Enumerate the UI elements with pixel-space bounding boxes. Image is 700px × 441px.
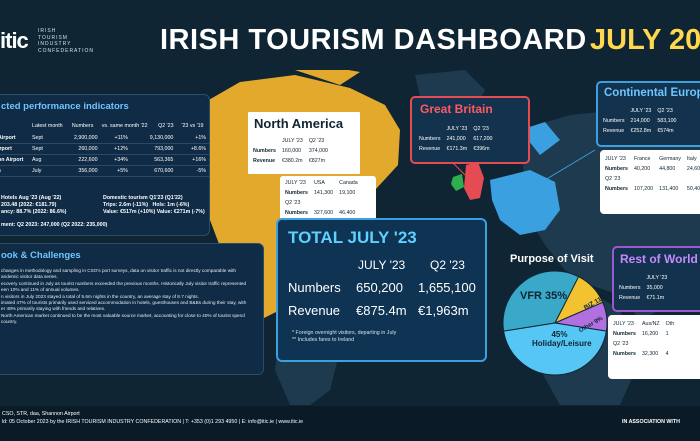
total-notes: * Foreign overnight visitors, departing … <box>292 330 397 343</box>
rest-of-world-title: Rest of World <box>620 252 698 266</box>
purpose-title: Purpose of Visit <box>510 253 594 265</box>
footer: CSO, STR, daa, Shannon Airport ld: 05 Oc… <box>0 406 700 441</box>
total-revenue-q2: €1,963m <box>418 303 469 318</box>
employment: ment: Q2 2023: 247,000 (Q2 2022: 235,000… <box>1 222 108 228</box>
month-title: JULY 2023 <box>590 24 700 56</box>
rest-of-world-card: Rest of World JULY '23 Numbers 35,000 Rev… <box>612 246 700 312</box>
total-numbers-label: Numbers <box>288 280 341 295</box>
north-america-card: North America JULY '23 Q2 '23 Numbers 160,… <box>246 110 362 176</box>
footer-published: ld: 05 October 2023 by the IRISH TOURISM… <box>2 419 304 425</box>
slice-label-holiday: 45% Holiday/Leisure <box>532 330 592 348</box>
total-numbers-q2: 1,655,100 <box>418 280 476 295</box>
hotels-title: Hotels Aug '23 (Aug '22) <box>1 195 62 201</box>
table-row: Airport Sept 2,900,000 +11% 9,130,000 +1… <box>0 133 209 144</box>
pie-slice-vfr <box>502 270 580 332</box>
continental-europe-card: Continental Europe JULY '23 Q2 '23 Number… <box>596 81 700 147</box>
total-title: TOTAL JULY '23 <box>288 228 417 247</box>
logo-subtitle: IRISH TOURISM INDUSTRY CONFEDERATION <box>38 28 94 54</box>
kpi-table: Airport Sept 2,900,000 +11% 9,130,000 +1… <box>0 133 209 177</box>
purpose-pie <box>502 270 608 376</box>
col-vs-same-month: vs. same month '22 <box>101 122 148 129</box>
col-q2: Q2 '23 <box>158 122 174 129</box>
total-col-july: JULY '23 <box>358 258 406 272</box>
rest-of-world-split-card: JULY '23 Aus/NZ Oth Numbers 16,200 1 Q2 '23 … <box>608 315 700 379</box>
great-britain-card: Great Britain JULY '23 Q2 '23 Numbers 241,… <box>410 96 530 164</box>
north-america-title: North America <box>254 116 344 131</box>
col-latest-month: Latest month <box>32 122 63 129</box>
domestic-hols-value: Value: €271m (-7%) <box>156 209 205 215</box>
slice-label-vfr: VFR 35% <box>520 290 568 302</box>
itic-logo: itic <box>0 28 29 53</box>
table-row: irport Sept 260,000 +12% 793,000 +8.6% <box>0 144 209 155</box>
total-card: TOTAL JULY '23 JULY '23 Q2 '23 Numbers 6… <box>276 218 487 362</box>
continental-europe-shape <box>490 170 560 235</box>
col-numbers: Numbers <box>71 122 94 129</box>
hotels-block: Hotels Aug '23 (Aug '22) 203.48 (2022: €… <box>1 195 96 216</box>
north-america-split-card: JULY '23 USA Canada Numbers 141,300 19,100 Q… <box>280 176 376 220</box>
outlook-panel: ook & Challenges changes in methodology … <box>0 243 264 375</box>
continental-split-card: JULY '23 France Germany Italy Numbers 40,200… <box>600 150 700 214</box>
domestic-title: Domestic tourism Q1'23 (Q1'22) <box>103 195 183 201</box>
total-numbers-july: 650,200 <box>356 280 403 295</box>
col-vs-19: '23 vs '19 <box>181 122 204 129</box>
great-britain-shape <box>464 162 484 200</box>
continental-europe-title: Continental Europe <box>604 87 700 99</box>
domestic-hols: Hols: 1m (-6%) <box>152 202 190 208</box>
hotels-occupancy: ancy: 88.7% (2022: 86.6%) <box>1 209 67 215</box>
kpi-title: cted performance indicators <box>1 101 129 112</box>
domestic-tourism-block: Domestic tourism Q1'23 (Q1'22) Trips: 2.… <box>103 195 207 216</box>
total-col-q2: Q2 '23 <box>430 258 465 272</box>
great-britain-title: Great Britain <box>420 102 493 116</box>
page-title: IRISH TOURISM DASHBOARD <box>160 24 587 56</box>
kpi-panel: cted performance indicators Latest month… <box>0 94 210 236</box>
pie-slice-holiday <box>503 322 607 376</box>
hotels-rate: 203.48 (2022: €181.79) <box>1 202 57 208</box>
outlook-text: changes in methodology and sampling in C… <box>1 268 247 325</box>
domestic-value: Value: €517m (+10%) <box>103 209 156 215</box>
domestic-trips: Trips: 2.6m (-11%) <box>103 202 149 208</box>
ireland-shape <box>451 174 464 191</box>
kpi-header-row: Latest month Numbers vs. same month '22 … <box>0 121 209 130</box>
table-row: s July 356,000 +5% 670,600 -5% <box>0 166 209 177</box>
footer-association: IN ASSOCIATION WITH <box>622 419 680 425</box>
outlook-title: ook & Challenges <box>1 250 81 261</box>
total-revenue-label: Revenue <box>288 303 341 318</box>
footer-sources: CSO, STR, daa, Shannon Airport <box>2 411 80 417</box>
table-row: on Airport Aug 222,600 +34% 563,365 +16% <box>0 155 209 166</box>
total-revenue-july: €875.4m <box>356 303 407 318</box>
